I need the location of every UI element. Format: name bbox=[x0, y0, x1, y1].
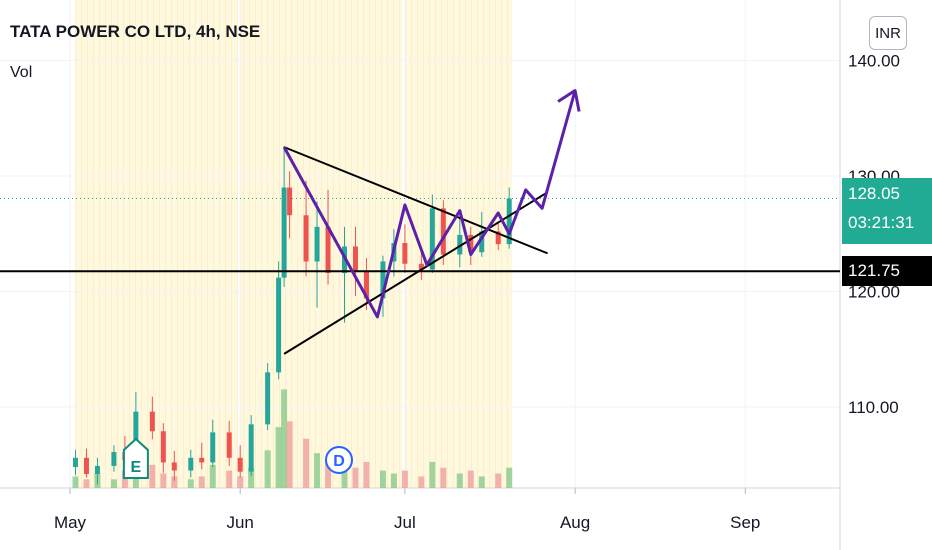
dividend-marker-label: D bbox=[333, 453, 345, 470]
candle-body-28 bbox=[418, 263, 424, 270]
candle-body-10 bbox=[199, 457, 205, 463]
candle-body-7 bbox=[160, 431, 166, 463]
volume-bar-30 bbox=[440, 467, 447, 488]
volume-bar-9 bbox=[187, 479, 194, 488]
volume-bar-24 bbox=[363, 461, 370, 488]
volume-bar-35 bbox=[506, 467, 513, 488]
volume-bar-32 bbox=[467, 470, 474, 488]
volume-bar-4 bbox=[121, 470, 128, 488]
candle-body-21 bbox=[325, 226, 331, 274]
y-tick-label-1: 120.00 bbox=[848, 283, 900, 302]
trendline-upper bbox=[283, 146, 549, 255]
volume-bar-3 bbox=[110, 479, 117, 488]
volume-bar-19 bbox=[303, 438, 310, 488]
volume-bar-14 bbox=[248, 467, 255, 488]
candle-body-5 bbox=[133, 411, 139, 461]
volume-bar-23 bbox=[352, 467, 359, 488]
currency-button[interactable]: INR bbox=[869, 16, 907, 50]
x-tick-label-2: Jul bbox=[394, 513, 416, 532]
volume-bar-33 bbox=[478, 476, 485, 488]
candle-body-30 bbox=[440, 208, 446, 255]
candle-body-18 bbox=[287, 187, 293, 216]
volume-bar-17 bbox=[281, 389, 288, 488]
last-price-tag: 128.05 03:21:31 bbox=[842, 178, 932, 244]
earnings-marker-label: E bbox=[131, 459, 142, 476]
y-tick-label-3: 140.00 bbox=[848, 52, 900, 71]
candle-body-33 bbox=[479, 231, 485, 253]
candle-body-13 bbox=[237, 457, 243, 472]
volume-bar-29 bbox=[429, 461, 436, 488]
symbol-title[interactable]: TATA POWER CO LTD, 4h, NSE bbox=[10, 22, 261, 41]
x-tick-label-4: Sep bbox=[730, 513, 760, 532]
volume-bar-18 bbox=[286, 421, 293, 488]
candle-body-12 bbox=[226, 432, 232, 458]
candle-body-31 bbox=[457, 234, 463, 255]
volume-bar-31 bbox=[456, 473, 463, 488]
candle-body-27 bbox=[402, 242, 408, 264]
volume-bar-12 bbox=[226, 470, 233, 488]
projection-arrowhead bbox=[557, 89, 581, 112]
volume-bar-10 bbox=[198, 476, 205, 488]
volume-bar-15 bbox=[264, 450, 271, 488]
x-tick-label-1: Jun bbox=[226, 513, 253, 532]
volume-bar-6 bbox=[149, 464, 156, 488]
projection-path bbox=[282, 90, 577, 319]
volume-bar-26 bbox=[390, 473, 397, 488]
candle-body-11 bbox=[210, 432, 216, 463]
volume-bar-8 bbox=[171, 476, 178, 488]
candle-body-3 bbox=[111, 452, 117, 466]
candle-body-0 bbox=[72, 457, 78, 468]
candle-body-34 bbox=[495, 231, 501, 245]
dividend-marker-circle bbox=[325, 446, 354, 474]
candle-body-14 bbox=[248, 424, 254, 472]
y-tick-label-0: 110.00 bbox=[848, 398, 899, 417]
candle-body-8 bbox=[171, 462, 177, 471]
volume-bar-34 bbox=[495, 473, 502, 488]
volume-bar-28 bbox=[418, 476, 425, 488]
candle-body-16 bbox=[276, 277, 282, 373]
trendline-lower bbox=[283, 191, 549, 355]
candle-body-6 bbox=[149, 411, 155, 432]
candle-body-17 bbox=[281, 187, 287, 278]
candle-body-15 bbox=[265, 372, 271, 425]
last-price-value: 128.05 bbox=[848, 184, 900, 203]
candle-body-23 bbox=[352, 246, 358, 271]
candle-body-2 bbox=[94, 465, 100, 474]
candle-body-1 bbox=[83, 457, 89, 474]
candle-body-20 bbox=[314, 226, 320, 262]
volume-bar-27 bbox=[401, 470, 408, 488]
volume-indicator-label[interactable]: Vol bbox=[10, 64, 33, 81]
x-tick-label-3: Aug bbox=[560, 513, 590, 532]
earnings-marker[interactable]: E bbox=[122, 437, 149, 479]
candle-body-25 bbox=[380, 261, 386, 299]
volume-bar-20 bbox=[314, 453, 321, 488]
volume-bar-21 bbox=[325, 461, 332, 488]
volume-bar-25 bbox=[379, 470, 386, 488]
candle-body-35 bbox=[506, 198, 512, 245]
volume-bar-16 bbox=[275, 427, 282, 488]
candle-body-19 bbox=[303, 215, 309, 262]
volume-bar-13 bbox=[237, 476, 244, 488]
candle-body-32 bbox=[468, 234, 474, 253]
volume-bar-1 bbox=[83, 479, 90, 488]
x-tick-label-0: May bbox=[54, 513, 87, 532]
earnings-marker-shape bbox=[122, 437, 149, 479]
volume-bar-7 bbox=[160, 473, 167, 488]
volume-bar-22 bbox=[341, 459, 348, 488]
volume-bar-0 bbox=[72, 476, 79, 488]
candle-body-29 bbox=[429, 208, 435, 270]
volume-bar-11 bbox=[209, 464, 216, 488]
dividend-marker[interactable]: D bbox=[325, 446, 354, 474]
candle-body-9 bbox=[188, 457, 194, 471]
bar-countdown: 03:21:31 bbox=[848, 213, 915, 232]
candle-body-24 bbox=[363, 270, 369, 299]
level-line-tag: 121.75 bbox=[842, 256, 932, 286]
